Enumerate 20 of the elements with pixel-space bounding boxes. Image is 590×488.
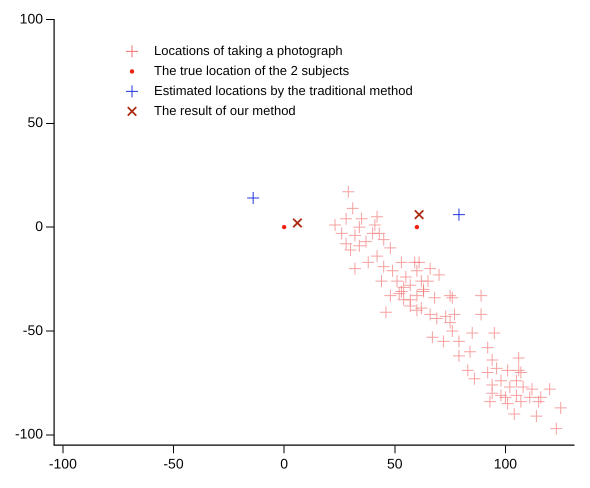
point: [282, 224, 286, 230]
legend-label: The result of our method: [154, 102, 296, 118]
y-tick-label: 50: [27, 114, 44, 130]
point: [414, 224, 420, 230]
y-tick-label: 0: [35, 218, 44, 234]
legend-label: Estimated locations by the traditional method: [154, 82, 413, 98]
x-tick-label: -50: [163, 455, 184, 472]
y-tick-label: 100: [20, 10, 44, 26]
y-tick-label: -100: [14, 426, 44, 442]
x-tick-label: 50: [386, 455, 403, 472]
point: [246, 192, 260, 205]
point: [292, 218, 303, 228]
x-tick-label: -100: [48, 455, 78, 472]
point: [452, 208, 466, 222]
legend-label: The true location of the 2 subjects: [154, 62, 350, 78]
x-tick-label: 100: [494, 455, 518, 472]
legend-label: Locations of taking a photograph: [154, 42, 343, 58]
x-tick-label: 0: [280, 455, 288, 472]
point: [414, 210, 424, 220]
y-tick-label: -50: [22, 322, 44, 338]
